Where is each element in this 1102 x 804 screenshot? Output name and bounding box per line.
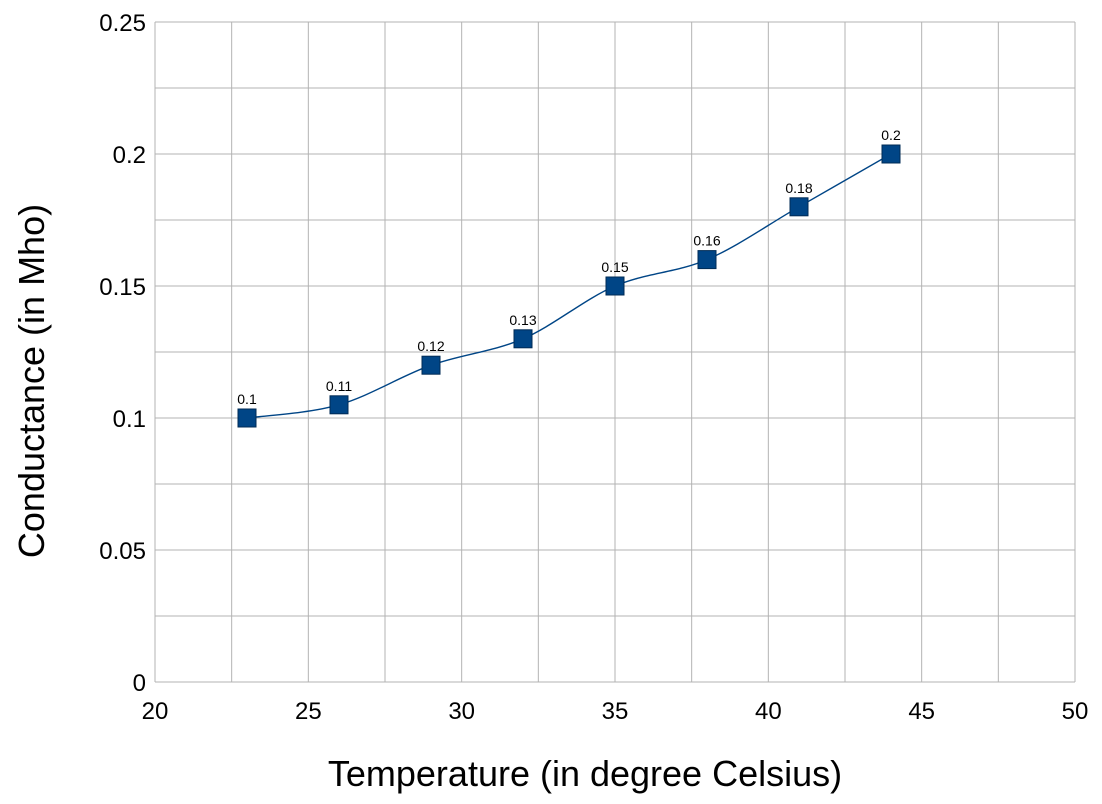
x-tick-label: 50 (1062, 698, 1089, 725)
data-label: 0.15 (601, 259, 628, 275)
data-label: 0.16 (693, 233, 720, 249)
x-tick-label: 20 (142, 698, 169, 725)
data-point-marker (421, 355, 441, 375)
grid (154, 21, 1076, 683)
data-label: 0.1 (237, 391, 257, 407)
y-tick-label: 0.2 (113, 142, 146, 169)
data-label: 0.11 (326, 378, 352, 394)
data-point-marker (881, 144, 901, 164)
y-tick-label: 0 (133, 670, 146, 697)
y-tick-label: 0.25 (99, 10, 146, 37)
data-label: 0.18 (785, 180, 812, 196)
x-tick-label: 25 (295, 698, 322, 725)
data-label: 0.13 (509, 312, 536, 328)
y-axis: 0 0.05 0.1 0.15 0.2 0.25 (99, 10, 146, 697)
y-tick-label: 0.05 (99, 538, 146, 565)
x-tick-label: 35 (602, 698, 629, 725)
data-label: 0.2 (881, 127, 901, 143)
series: 0.1 0.11 0.12 0.13 0.15 0.16 0.18 0.2 (237, 127, 901, 428)
x-axis: 20 25 30 35 40 45 50 (142, 698, 1089, 725)
x-tick-label: 40 (755, 698, 782, 725)
y-tick-label: 0.15 (99, 274, 146, 301)
x-tick-label: 45 (908, 698, 935, 725)
data-point-marker (329, 395, 349, 415)
data-point-marker (789, 197, 809, 217)
x-tick-label: 30 (448, 698, 475, 725)
data-point-marker (237, 408, 257, 428)
x-axis-title: Temperature (in degree Celsius) (328, 753, 842, 794)
data-label: 0.12 (417, 338, 444, 354)
data-point-marker (513, 329, 533, 349)
y-axis-title: Conductance (in Mho) (11, 204, 52, 558)
data-point-marker (605, 276, 625, 296)
y-tick-label: 0.1 (113, 406, 146, 433)
data-point-marker (697, 250, 717, 270)
